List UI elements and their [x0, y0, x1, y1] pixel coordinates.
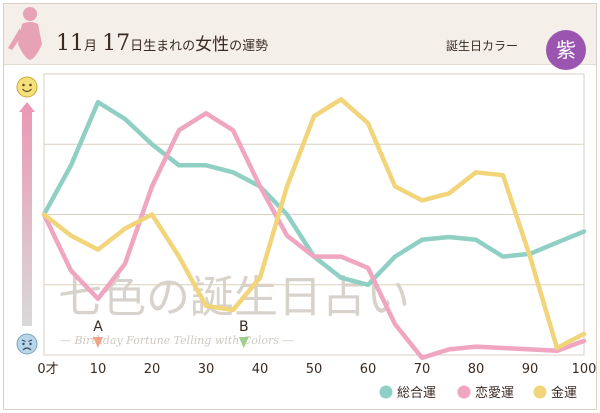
x-tick-label: 70 — [414, 362, 431, 377]
legend-swatch — [379, 385, 393, 399]
title-suffix: の運勢 — [229, 39, 269, 54]
birth-color-label: 誕生日カラー — [446, 39, 519, 53]
worried-mouth — [22, 347, 32, 351]
marker-label-a: A — [93, 319, 103, 335]
legend-label: 金運 — [551, 385, 577, 401]
legend-item: 恋愛運 — [457, 385, 514, 401]
x-tick-label: 60 — [360, 362, 377, 377]
worried-eye — [22, 342, 25, 346]
silhouette-head — [23, 7, 37, 21]
legend-label: 総合運 — [397, 386, 436, 401]
chart-frame — [3, 3, 597, 410]
header-bar — [4, 4, 596, 65]
x-tick-label: 30 — [198, 362, 215, 377]
smile-face — [16, 76, 38, 98]
birth-color-badge: 紫 — [546, 30, 586, 70]
page-title: 11月 17日生まれの女性の運勢 — [56, 30, 268, 56]
x-tick-label: 90 — [522, 362, 539, 377]
watermark-subtitle: — Birthday Fortune Telling with Colors — — [60, 334, 293, 347]
legend-item: 金運 — [533, 385, 577, 401]
legend-item: 総合運 — [379, 385, 436, 401]
worried-face-icon — [16, 333, 38, 355]
title-day: 17 — [102, 31, 131, 56]
x-tick-label: 20 — [144, 362, 161, 377]
x-tick-label: 100 — [572, 362, 597, 377]
x-tick-label: 50 — [306, 362, 323, 377]
worried-face — [16, 333, 38, 355]
legend-label: 恋愛運 — [475, 385, 514, 401]
legend-swatch — [533, 385, 547, 399]
silhouette-arm — [8, 28, 22, 50]
series-line-2 — [41, 111, 587, 361]
x-tick-label: 0才 — [37, 362, 58, 377]
legend-swatch — [457, 385, 471, 399]
smile-face-icon — [16, 76, 38, 98]
smile-mouth — [22, 88, 32, 93]
woman-silhouette-icon — [8, 7, 42, 60]
title-month-unit: 月 — [84, 39, 98, 54]
scale-arrow-up-icon — [19, 102, 35, 112]
title-month: 11 — [56, 31, 84, 56]
x-tick-label: 40 — [252, 362, 269, 377]
title-day-unit: 日生まれの — [130, 39, 196, 54]
silhouette-body — [18, 22, 42, 60]
marker-label-b: B — [239, 319, 249, 335]
worried-eye — [29, 342, 32, 346]
title-gender: 女性 — [195, 35, 230, 55]
series-line-3 — [41, 97, 587, 351]
marker-arrow-a-icon — [93, 337, 103, 348]
x-tick-label: 10 — [90, 362, 107, 377]
x-tick-label: 80 — [468, 362, 485, 377]
smile-eye — [22, 83, 25, 87]
marker-arrow-b-icon — [238, 337, 249, 348]
worried-brow — [21, 339, 26, 343]
fortune-scale-bar — [22, 112, 32, 326]
smile-eye — [29, 83, 32, 87]
worried-brow — [28, 339, 33, 343]
